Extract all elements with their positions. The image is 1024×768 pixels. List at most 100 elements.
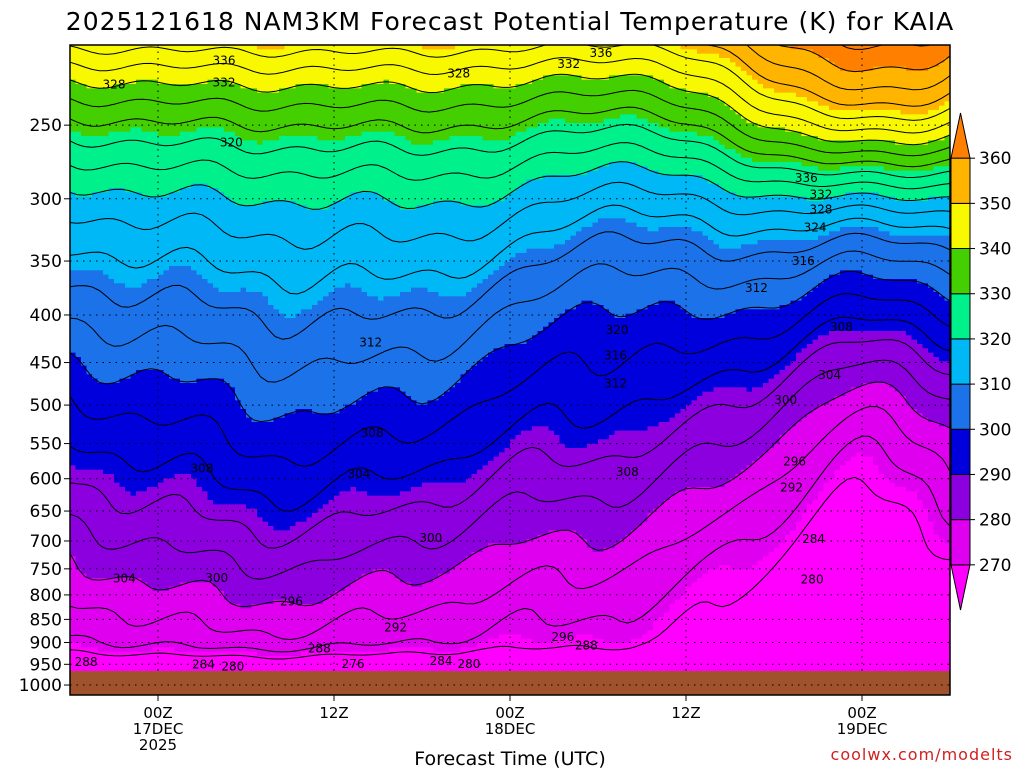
theta-cell — [906, 80, 912, 85]
theta-cell — [686, 84, 692, 89]
theta-cell — [213, 106, 219, 111]
theta-cell — [791, 62, 797, 67]
theta-cell — [873, 71, 879, 76]
theta-cell — [879, 101, 885, 106]
theta-cell — [752, 62, 758, 67]
theta-cell — [510, 71, 516, 76]
theta-cell — [131, 67, 137, 72]
theta-cell — [692, 67, 698, 72]
theta-cell — [835, 93, 841, 98]
theta-cell — [428, 58, 434, 63]
theta-cell — [774, 67, 780, 72]
theta-cell — [76, 84, 82, 89]
theta-cell — [307, 58, 313, 63]
theta-cell — [895, 58, 901, 63]
theta-cell — [532, 88, 538, 93]
theta-cell — [268, 88, 274, 93]
theta-cell — [631, 93, 637, 98]
theta-cell — [329, 80, 335, 85]
theta-cell — [840, 54, 846, 59]
theta-cell — [169, 75, 175, 80]
theta-cell — [565, 101, 571, 106]
theta-cell — [164, 88, 170, 93]
theta-cell — [829, 93, 835, 98]
theta-cell — [147, 67, 153, 72]
theta-cell — [802, 80, 808, 85]
theta-cell — [851, 49, 857, 54]
theta-cell — [197, 75, 203, 80]
theta-cell — [697, 71, 703, 76]
theta-cell — [868, 93, 874, 98]
theta-cell — [543, 49, 549, 54]
theta-cell — [461, 54, 467, 59]
theta-cell — [565, 93, 571, 98]
theta-cell — [708, 67, 714, 72]
theta-cell — [186, 97, 192, 102]
theta-cell — [147, 75, 153, 80]
theta-cell — [219, 93, 225, 98]
theta-cell — [373, 101, 379, 106]
theta-cell — [70, 54, 76, 59]
theta-cell — [285, 80, 291, 85]
theta-cell — [873, 75, 879, 80]
theta-cell — [279, 97, 285, 102]
theta-cell — [81, 88, 87, 93]
theta-cell — [120, 93, 126, 98]
theta-cell — [901, 80, 907, 85]
theta-cell — [736, 80, 742, 85]
theta-cell — [175, 54, 181, 59]
theta-cell — [257, 106, 263, 111]
theta-cell — [466, 110, 472, 115]
theta-cell — [543, 101, 549, 106]
theta-cell — [653, 54, 659, 59]
theta-cell — [307, 110, 313, 115]
theta-cell — [318, 75, 324, 80]
theta-cell — [939, 71, 945, 76]
theta-cell — [290, 71, 296, 76]
theta-cell — [395, 67, 401, 72]
theta-cell — [835, 58, 841, 63]
theta-cell — [191, 88, 197, 93]
theta-cell — [846, 106, 852, 111]
theta-cell — [846, 71, 852, 76]
theta-cell — [81, 54, 87, 59]
theta-cell — [532, 54, 538, 59]
theta-cell — [87, 58, 93, 63]
theta-cell — [846, 49, 852, 54]
theta-cell — [868, 49, 874, 54]
theta-cell — [224, 110, 230, 115]
theta-cell — [928, 93, 934, 98]
theta-cell — [142, 110, 148, 115]
theta-cell — [862, 75, 868, 80]
theta-cell — [114, 62, 120, 67]
theta-cell — [494, 80, 500, 85]
theta-cell — [604, 71, 610, 76]
theta-cell — [884, 101, 890, 106]
theta-cell — [406, 58, 412, 63]
theta-cell — [180, 67, 186, 72]
theta-cell — [752, 75, 758, 80]
theta-cell — [648, 106, 654, 111]
theta-cell — [510, 58, 516, 63]
theta-cell — [686, 97, 692, 102]
theta-cell — [906, 54, 912, 59]
theta-cell — [461, 58, 467, 63]
theta-cell — [422, 75, 428, 80]
theta-cell — [367, 75, 373, 80]
theta-cell — [120, 54, 126, 59]
theta-cell — [329, 54, 335, 59]
theta-cell — [587, 97, 593, 102]
theta-cell — [549, 67, 555, 72]
theta-cell — [884, 54, 890, 59]
theta-cell — [824, 62, 830, 67]
theta-cell — [714, 106, 720, 111]
theta-cell — [857, 93, 863, 98]
theta-cell — [873, 58, 879, 63]
theta-cell — [747, 93, 753, 98]
theta-cell — [241, 97, 247, 102]
theta-cell — [400, 97, 406, 102]
theta-cell — [142, 71, 148, 76]
theta-cell — [774, 101, 780, 106]
theta-cell — [664, 71, 670, 76]
theta-cell — [741, 93, 747, 98]
